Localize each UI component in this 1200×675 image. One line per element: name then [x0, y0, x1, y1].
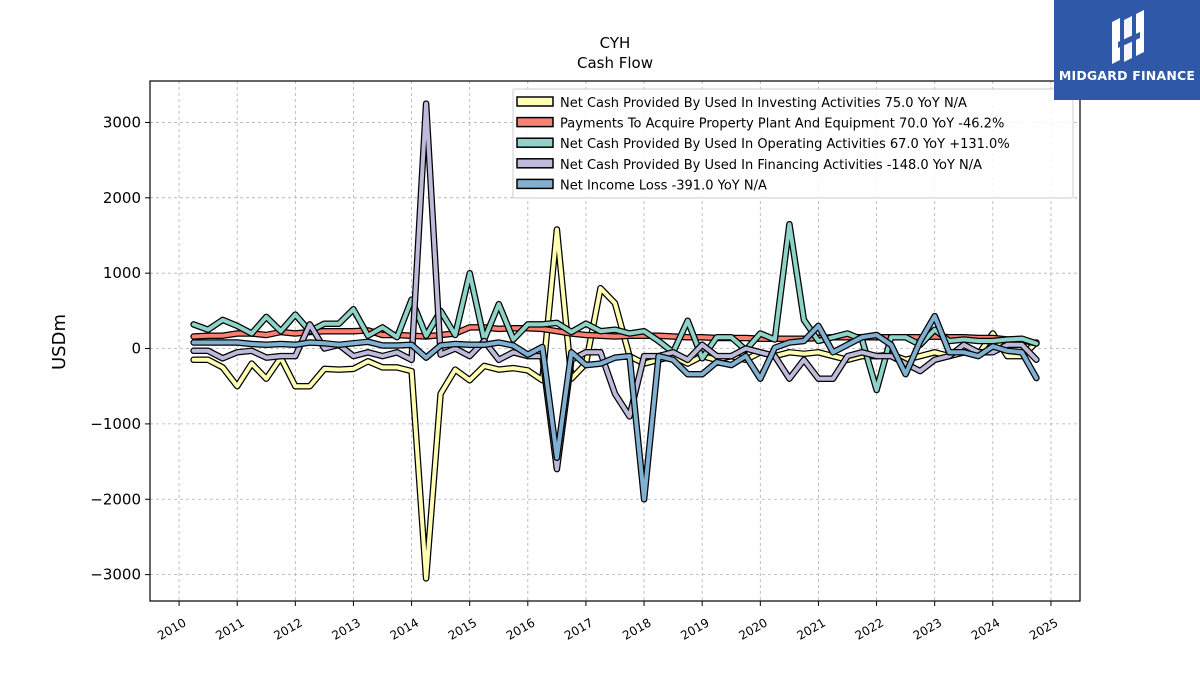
x-tick-label: 2020 — [736, 615, 769, 642]
x-tick-label: 2015 — [446, 615, 479, 642]
x-tick-label: 2014 — [388, 615, 421, 642]
y-tick-label: −1000 — [90, 415, 141, 433]
series-outline — [190, 226, 1040, 582]
x-tick-label: 2010 — [155, 615, 188, 642]
legend-label: Net Cash Provided By Used In Investing A… — [560, 96, 967, 111]
x-tick-label: 2023 — [911, 615, 944, 642]
y-tick-label: −3000 — [90, 566, 141, 584]
x-tick-label: 2018 — [620, 615, 653, 642]
chart-title: CYH — [600, 34, 631, 52]
x-tick-label: 2016 — [504, 615, 537, 642]
legend: Net Cash Provided By Used In Investing A… — [512, 88, 1074, 199]
chart-subtitle: Cash Flow — [577, 54, 653, 72]
y-ticks: −3000 −2000 −1000 0 1000 2000 3000 — [90, 113, 150, 584]
y-tick-label: 0 — [131, 340, 141, 358]
plot-frame — [149, 80, 1081, 602]
series-line — [191, 227, 1039, 581]
legend-label: Payments To Acquire Property Plant And E… — [560, 117, 1004, 132]
x-ticks: 2010 2011 2012 2013 2014 2015 2016 2017 2018 2019… — [155, 601, 1060, 643]
y-tick-label: 1000 — [103, 264, 141, 282]
y-axis-label: USDm — [49, 314, 70, 370]
x-tick-label: 2022 — [853, 615, 886, 642]
legend-swatch — [516, 158, 554, 169]
legend-label: Net Income Loss -391.0 YoY N/A — [560, 178, 767, 193]
x-tick-label: 2017 — [562, 615, 595, 642]
legend-label: Net Cash Provided By Used In Financing A… — [560, 158, 982, 173]
x-tick-label: 2019 — [678, 615, 711, 642]
legend-swatch — [516, 96, 554, 107]
legend-swatch — [516, 116, 554, 128]
series-line — [191, 222, 1039, 392]
y-tick-label: −2000 — [90, 490, 141, 508]
x-tick-label: 2011 — [213, 615, 246, 642]
midgard-logo-icon — [1112, 10, 1144, 64]
x-tick-label: 2013 — [329, 615, 362, 642]
series-lines — [190, 100, 1040, 582]
legend-swatch — [516, 178, 554, 190]
x-tick-label: 2024 — [969, 615, 1002, 642]
x-tick-label: 2012 — [271, 615, 304, 642]
y-tick-label: 2000 — [103, 189, 141, 207]
x-tick-label: 2025 — [1027, 615, 1060, 642]
logo-text: MIDGARD FINANCE — [1058, 68, 1196, 83]
series-line — [191, 314, 1039, 502]
legend-label: Net Cash Provided By Used In Operating A… — [560, 137, 1010, 152]
x-tick-label: 2021 — [794, 615, 827, 642]
y-tick-label: 3000 — [103, 113, 141, 131]
legend-swatch — [516, 137, 554, 148]
midgard-finance-logo: MIDGARD FINANCE — [1054, 0, 1200, 100]
legend-box — [512, 88, 1074, 199]
